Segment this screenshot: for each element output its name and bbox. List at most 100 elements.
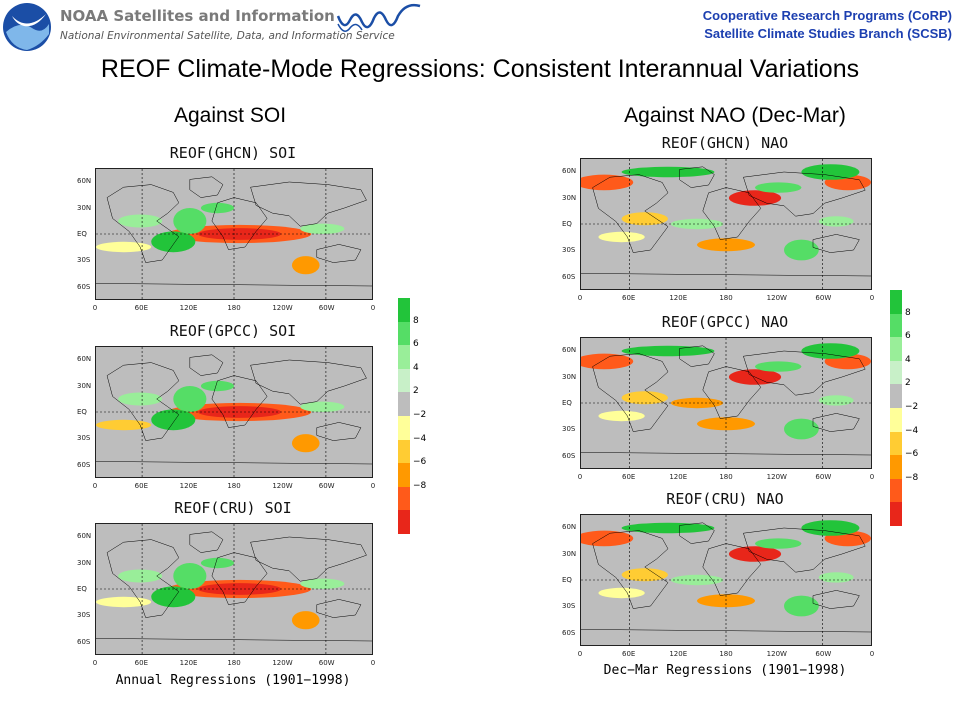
lon-tick-label: 60E bbox=[621, 650, 636, 658]
map-gpcc-soi bbox=[95, 346, 373, 478]
lon-tick-label: 120W bbox=[272, 304, 293, 312]
lon-tick-label: 0 bbox=[92, 482, 98, 490]
lon-tick-label: 60E bbox=[621, 294, 636, 302]
anomaly-patch bbox=[621, 522, 715, 534]
colorbar-label: 8 bbox=[413, 315, 419, 326]
lat-tick-label: 30N bbox=[562, 372, 577, 381]
noaa-logo-icon bbox=[3, 3, 51, 51]
lon-tick-label: 60W bbox=[815, 650, 832, 658]
column-heading-soi: Against SOI bbox=[173, 104, 287, 127]
colorbar-nao: 8 6 4 2 −2 −4 −6 −8 bbox=[890, 290, 918, 527]
lon-tick-label: 60E bbox=[134, 659, 148, 667]
map-cru-nao bbox=[580, 514, 872, 646]
lon-tick-label: 120E bbox=[669, 294, 688, 302]
colorbar-cell bbox=[890, 478, 902, 503]
colorbar-label: −8 bbox=[905, 472, 919, 483]
lat-tick-label: 30N bbox=[77, 203, 92, 212]
colorbar-label: −8 bbox=[413, 480, 427, 491]
colorbar-cell bbox=[890, 455, 902, 480]
map-cru-soi bbox=[95, 523, 373, 655]
map-title-gpcc-nao: REOF(GPCC) NAO bbox=[661, 313, 789, 331]
map-title-gpcc-soi: REOF(GPCC) SOI bbox=[169, 322, 297, 340]
coastline bbox=[96, 355, 372, 464]
lat-tick-label: 60N bbox=[77, 355, 92, 364]
anomaly-patch bbox=[291, 611, 320, 630]
colorbar-cell bbox=[890, 408, 902, 433]
colorbar-cell bbox=[398, 439, 410, 464]
colorbar-cell bbox=[398, 298, 410, 323]
column-heading-nao: Against NAO (Dec-Mar) bbox=[624, 104, 846, 127]
colorbar-label: 2 bbox=[413, 386, 419, 397]
colorbar-label: 2 bbox=[905, 378, 911, 389]
program-name-corp: Cooperative Research Programs (CoRP) bbox=[702, 8, 952, 23]
lon-tick-label: 0 bbox=[370, 482, 376, 490]
coastline bbox=[581, 346, 871, 455]
anomaly-patch bbox=[801, 164, 860, 180]
lon-tick-label: 0 bbox=[577, 294, 583, 302]
lon-tick-label: 0 bbox=[869, 650, 875, 658]
lon-tick-label: 60W bbox=[318, 659, 335, 667]
anomaly-patch bbox=[598, 587, 645, 599]
lat-tick-label: EQ bbox=[77, 585, 87, 593]
lon-tick-label: 120E bbox=[179, 659, 198, 667]
anomaly-patch bbox=[784, 595, 819, 617]
lon-tick-label: 0 bbox=[92, 659, 98, 667]
anomaly-patch bbox=[291, 434, 320, 453]
coastline bbox=[581, 167, 871, 276]
colorbar-cell bbox=[398, 463, 410, 488]
lat-tick-label: 60N bbox=[77, 177, 92, 186]
anomaly-patch bbox=[581, 174, 634, 191]
map-gpcc-nao bbox=[580, 337, 872, 469]
lat-tick-label: 30S bbox=[77, 611, 91, 620]
map-title-ghcn-soi: REOF(GHCN) SOI bbox=[169, 144, 297, 162]
anomaly-patch bbox=[818, 572, 854, 583]
anomaly-patch bbox=[151, 586, 196, 608]
anomaly-patch bbox=[621, 345, 715, 357]
anomaly-patch bbox=[173, 563, 207, 589]
org-subtitle: National Environmental Satellite, Data, … bbox=[60, 30, 395, 42]
colorbar-cell bbox=[398, 510, 410, 535]
org-name: NOAA Satellites and Information bbox=[60, 7, 335, 25]
colorbar-label: −4 bbox=[905, 425, 919, 436]
colorbar-label: 4 bbox=[413, 362, 419, 373]
lon-tick-label: 60E bbox=[134, 304, 148, 312]
lat-tick-label: 60S bbox=[562, 451, 576, 460]
anomaly-patch bbox=[173, 386, 207, 412]
lat-tick-label: 30N bbox=[562, 549, 577, 558]
coastline bbox=[96, 532, 372, 641]
anomaly-patch bbox=[151, 231, 196, 253]
colorbar-label: −4 bbox=[413, 433, 427, 444]
anomaly-patch bbox=[621, 391, 668, 405]
lon-tick-label: 120W bbox=[766, 650, 787, 658]
colorbar-label: −2 bbox=[905, 402, 919, 412]
lon-tick-label: 120E bbox=[669, 650, 688, 658]
anomaly-patch bbox=[300, 578, 345, 589]
lon-tick-label: 120W bbox=[766, 473, 787, 481]
lon-tick-label: 0 bbox=[869, 473, 875, 481]
lon-tick-label: 60W bbox=[815, 473, 832, 481]
lon-tick-label: 0 bbox=[92, 304, 98, 312]
lat-tick-label: EQ bbox=[77, 230, 87, 238]
lat-tick-label: EQ bbox=[77, 408, 87, 416]
colorbar-cell bbox=[398, 416, 410, 441]
colorbar-cell bbox=[398, 345, 410, 370]
anomaly-patch bbox=[200, 380, 234, 392]
lat-tick-label: 30S bbox=[562, 602, 576, 611]
anomaly-patch bbox=[300, 401, 345, 412]
lat-tick-label: 30N bbox=[562, 193, 577, 202]
anomaly-patch bbox=[118, 214, 163, 228]
colorbar-cell bbox=[398, 486, 410, 511]
colorbar-label: −6 bbox=[905, 449, 919, 460]
colorbar-label: 4 bbox=[905, 354, 911, 365]
lat-tick-label: 60N bbox=[562, 346, 577, 355]
lat-tick-label: 30N bbox=[77, 558, 92, 567]
colorbar-cell bbox=[890, 290, 902, 315]
lon-tick-label: 180 bbox=[719, 650, 733, 658]
lat-tick-label: 60S bbox=[77, 282, 91, 291]
nesdis-wave-logo-icon bbox=[336, 3, 421, 32]
anomaly-patch bbox=[173, 208, 207, 234]
anomaly-patch bbox=[96, 419, 152, 431]
slide-title: REOF Climate-Mode Regressions: Consisten… bbox=[100, 55, 860, 83]
colorbar-cell bbox=[890, 337, 902, 362]
lat-tick-label: EQ bbox=[562, 220, 572, 228]
